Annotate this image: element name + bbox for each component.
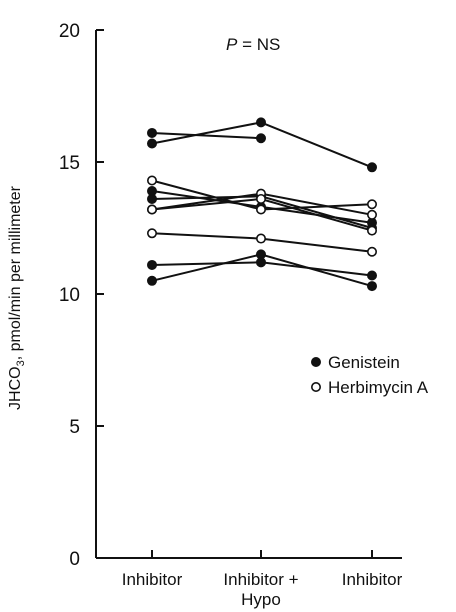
y-tick-label: 15 (59, 153, 80, 174)
legend-marker (310, 381, 321, 392)
y-tick-label: 0 (69, 549, 80, 570)
annotation-p: P (226, 35, 238, 54)
data-point-open (147, 204, 158, 215)
x-category-label: Inhibitor (122, 570, 183, 589)
data-point-filled (255, 133, 266, 144)
data-point-filled (147, 193, 158, 204)
x-category-label-line2: Hypo (241, 590, 281, 609)
data-point-filled (147, 275, 158, 286)
y-axis-title-prefix: JHCO (7, 366, 24, 410)
series-line (151, 121, 373, 169)
legend-marker (310, 356, 321, 367)
data-point-open (366, 225, 377, 236)
data-point-open (147, 175, 158, 186)
y-tick-label: 10 (59, 285, 80, 306)
y-axis-title-suffix: , pmol/min per millimeter (7, 185, 24, 360)
data-point-filled (255, 249, 266, 260)
data-point-open (255, 233, 266, 244)
y-tick-label: 5 (69, 417, 80, 438)
legend: Genistein Herbimycin A (310, 353, 429, 397)
x-categories: Inhibitor Inhibitor +Hypo Inhibitor (122, 550, 403, 609)
data-point-filled (147, 127, 158, 138)
data-point-filled (147, 138, 158, 149)
data-points (147, 117, 377, 292)
data-point-open (255, 193, 266, 204)
legend-label: Herbimycin A (328, 378, 429, 397)
y-tick-label: 20 (59, 21, 80, 42)
significance-annotation: P = NS (226, 35, 280, 54)
data-point-filled (147, 259, 158, 270)
y-ticks: 0 5 10 15 20 (59, 21, 104, 570)
data-point-open (147, 228, 158, 239)
x-category-label: Inhibitor + (223, 570, 298, 589)
data-point-open (366, 199, 377, 210)
data-point-filled (255, 117, 266, 128)
annotation-rest: = NS (237, 35, 280, 54)
series-line (151, 132, 262, 140)
y-axis-title-subscript: 3 (15, 360, 27, 366)
data-point-filled (366, 162, 377, 173)
x-category-label: Inhibitor (342, 570, 403, 589)
data-point-filled (366, 270, 377, 281)
data-point-filled (366, 281, 377, 292)
data-point-open (366, 209, 377, 220)
data-point-open (255, 204, 266, 215)
data-point-open (366, 246, 377, 257)
legend-label: Genistein (328, 353, 400, 372)
y-axis-title: JHCO3, pmol/min per millimeter (7, 185, 27, 410)
